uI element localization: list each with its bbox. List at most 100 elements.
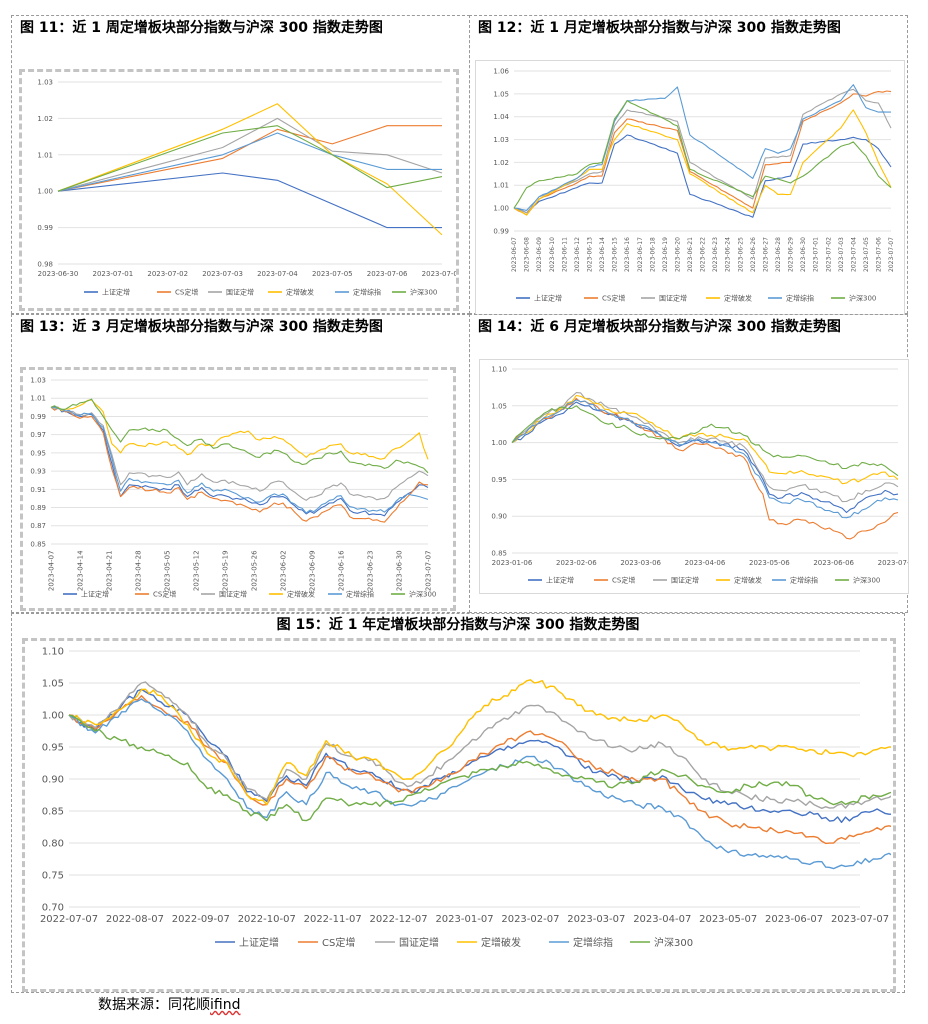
fig12-title: 图 12：近 1 月定增板块部分指数与沪深 300 指数走势图 xyxy=(478,20,841,36)
x-tick-label: 2023-07-07 xyxy=(422,270,456,278)
fig15-chart: 0.70 0.75 0.80 0.85 0.90 0.95 1.00 1.05 1.10 2022… xyxy=(25,641,927,987)
y-tick-label: 0.95 xyxy=(42,743,64,754)
y-tick-label: 0.93 xyxy=(30,468,46,476)
series-line xyxy=(57,117,443,192)
x-tick-label: 2023-06-15 xyxy=(612,237,619,272)
y-tick-label: 0.85 xyxy=(491,549,507,557)
legend-label: CS定增 xyxy=(322,936,355,949)
x-tick-label: 2023-05-12 xyxy=(192,550,200,591)
x-tick-label: 2023-07-05 xyxy=(863,237,870,272)
x-tick-label: 2023-07-06 xyxy=(876,237,883,272)
y-tick-label: 0.75 xyxy=(42,871,64,882)
y-tick-label: 1.10 xyxy=(491,365,507,373)
x-tick-label: 2023-07-07 xyxy=(831,914,889,925)
legend-label: 上证定增 xyxy=(546,576,574,585)
legend-label: CS定增 xyxy=(175,288,198,297)
y-tick-label: 0.91 xyxy=(30,486,46,494)
x-tick-label: 2023-06-06 xyxy=(813,559,854,567)
y-tick-label: 1.03 xyxy=(37,78,53,86)
x-tick-label: 2023-05-26 xyxy=(250,550,258,591)
x-tick-label: 2023-06-27 xyxy=(762,237,769,272)
x-tick-label: 2023-06-19 xyxy=(662,237,669,272)
series-line xyxy=(68,688,927,824)
series-line xyxy=(513,88,892,214)
legend-label: 定增综指 xyxy=(786,294,814,303)
panel-fig11: 图 11：近 1 周定增板块部分指数与沪深 300 指数走势图 0.98 0.99… xyxy=(11,15,470,314)
legend-label: 定增综指 xyxy=(790,576,818,585)
x-tick-label: 2023-06-08 xyxy=(524,237,531,272)
x-tick-label: 2023-02-06 xyxy=(556,559,597,567)
y-tick-label: 0.99 xyxy=(30,413,46,421)
legend-label: 沪深300 xyxy=(853,576,880,585)
series-line xyxy=(57,125,442,192)
y-tick-label: 1.05 xyxy=(491,402,507,410)
x-tick-label: 2023-06-13 xyxy=(587,237,594,272)
panel-fig15: 图 15：近 1 年定增板块部分指数与沪深 300 指数走势图 0.70 0.75… xyxy=(11,613,927,993)
series-line xyxy=(68,681,927,810)
series-line xyxy=(511,397,899,540)
x-tick-label: 2023-06-16 xyxy=(624,237,631,272)
legend-label: CS定增 xyxy=(612,576,635,585)
x-tick-label: 2023-07-03 xyxy=(202,270,243,278)
x-tick-label: 2023-07-05 xyxy=(312,270,353,278)
x-tick-label: 2023-05-06 xyxy=(749,559,790,567)
series-line xyxy=(513,90,892,216)
y-tick-label: 1.01 xyxy=(37,151,53,159)
legend-label: 定增综指 xyxy=(573,936,613,949)
y-tick-label: 1.05 xyxy=(42,679,64,690)
x-tick-label: 2023-06-23 xyxy=(366,550,374,591)
x-tick-label: 2023-07-01 xyxy=(93,270,134,278)
x-tick-label: 2023-06-25 xyxy=(737,237,744,272)
panel-fig14: 图 14：近 6 月定增板块部分指数与沪深 300 指数走势图 0.85 0.90… xyxy=(469,314,909,613)
fig13-chart: 0.85 0.87 0.89 0.91 0.93 0.95 0.97 0.99 1.01 1.03… xyxy=(23,370,453,608)
x-tick-label: 2023-01-07 xyxy=(435,914,493,925)
legend-label: 定增综指 xyxy=(346,590,374,599)
y-tick-label: 0.90 xyxy=(42,775,64,786)
x-tick-label: 2023-06-09 xyxy=(308,550,316,591)
panel-fig12: 图 12：近 1 月定增板块部分指数与沪深 300 指数走势图 0.99 1.00… xyxy=(469,15,908,315)
x-tick-label: 2023-06-07 xyxy=(511,237,518,272)
series-line xyxy=(511,392,899,503)
x-tick-label: 2023-06-21 xyxy=(687,237,694,272)
y-tick-label: 1.02 xyxy=(493,159,509,167)
series-line xyxy=(50,406,429,514)
y-tick-label: 0.80 xyxy=(42,839,64,850)
series-line xyxy=(68,679,927,806)
legend-label: 上证定增 xyxy=(534,294,562,303)
y-tick-label: 1.01 xyxy=(30,395,46,403)
x-tick-label: 2023-04-21 xyxy=(105,550,113,591)
x-tick-label: 2023-04-07 xyxy=(47,550,55,591)
y-tick-label: 0.99 xyxy=(37,224,53,232)
series-line xyxy=(50,406,429,501)
x-tick-label: 2023-06-11 xyxy=(561,237,568,272)
x-tick-label: 2023-07-07 xyxy=(888,237,895,272)
x-tick-label: 2023-06-09 xyxy=(536,237,543,272)
y-tick-label: 1.04 xyxy=(493,113,509,121)
x-tick-label: 2023-01-06 xyxy=(492,559,533,567)
legend-label: 定增破发 xyxy=(734,576,762,585)
series-line xyxy=(513,100,892,209)
y-tick-label: 0.98 xyxy=(37,260,53,268)
y-tick-label: 1.01 xyxy=(493,182,509,190)
y-tick-label: 1.03 xyxy=(30,376,46,384)
series-line xyxy=(57,125,443,192)
x-tick-label: 2022-12-07 xyxy=(370,914,428,925)
legend-label: 沪深300 xyxy=(654,936,693,949)
y-tick-label: 1.00 xyxy=(491,439,507,447)
x-tick-label: 2023-04-06 xyxy=(685,559,726,567)
series-line xyxy=(57,172,442,229)
x-tick-label: 2023-06-30 xyxy=(395,550,403,591)
x-tick-label: 2023-06-02 xyxy=(279,550,287,591)
x-tick-label: 2023-07-06 xyxy=(367,270,408,278)
x-tick-label: 2023-04-14 xyxy=(76,550,84,591)
x-tick-label: 2023-06-23 xyxy=(712,237,719,272)
x-tick-label: 2023-07-02 xyxy=(825,237,832,272)
x-tick-label: 2023-04-07 xyxy=(633,914,691,925)
series-line xyxy=(50,399,429,460)
x-tick-label: 2023-06-18 xyxy=(649,237,656,272)
legend-label: 沪深300 xyxy=(849,294,876,303)
y-tick-label: 1.00 xyxy=(42,711,64,722)
x-tick-label: 2023-07-06 xyxy=(878,559,909,567)
x-tick-label: 2023-06-29 xyxy=(788,237,795,272)
fig11-title: 图 11：近 1 周定增板块部分指数与沪深 300 指数走势图 xyxy=(20,20,383,36)
